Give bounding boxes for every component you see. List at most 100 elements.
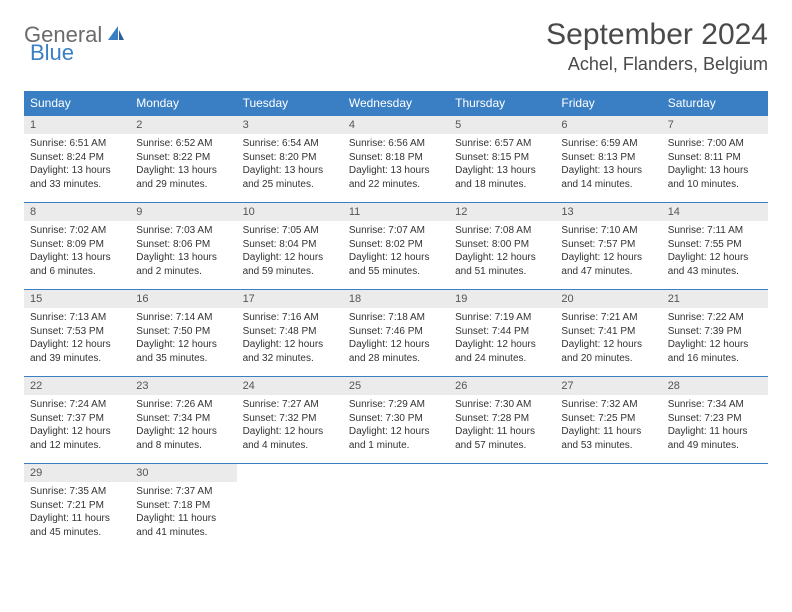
day-header-thursday: Thursday — [449, 91, 555, 115]
daylight-text: Daylight: 13 hours and 2 minutes. — [136, 251, 230, 278]
sunset-text: Sunset: 7:41 PM — [561, 325, 655, 339]
daylight-text: Daylight: 12 hours and 32 minutes. — [243, 338, 337, 365]
day-body: Sunrise: 7:16 AMSunset: 7:48 PMDaylight:… — [237, 308, 343, 371]
day-cell: 28Sunrise: 7:34 AMSunset: 7:23 PMDayligh… — [662, 377, 768, 463]
day-body: Sunrise: 7:05 AMSunset: 8:04 PMDaylight:… — [237, 221, 343, 284]
sunset-text: Sunset: 7:53 PM — [30, 325, 124, 339]
day-number: 10 — [237, 203, 343, 221]
day-cell: 17Sunrise: 7:16 AMSunset: 7:48 PMDayligh… — [237, 290, 343, 376]
day-number: 5 — [449, 116, 555, 134]
daylight-text: Daylight: 13 hours and 6 minutes. — [30, 251, 124, 278]
day-cell: 6Sunrise: 6:59 AMSunset: 8:13 PMDaylight… — [555, 116, 661, 202]
sunrise-text: Sunrise: 7:14 AM — [136, 311, 230, 325]
sunrise-text: Sunrise: 7:02 AM — [30, 224, 124, 238]
sunset-text: Sunset: 8:02 PM — [349, 238, 443, 252]
sunrise-text: Sunrise: 6:56 AM — [349, 137, 443, 151]
day-body: Sunrise: 6:59 AMSunset: 8:13 PMDaylight:… — [555, 134, 661, 197]
daylight-text: Daylight: 13 hours and 14 minutes. — [561, 164, 655, 191]
sunrise-text: Sunrise: 6:52 AM — [136, 137, 230, 151]
day-body: Sunrise: 7:34 AMSunset: 7:23 PMDaylight:… — [662, 395, 768, 458]
sunset-text: Sunset: 8:13 PM — [561, 151, 655, 165]
calendar: SundayMondayTuesdayWednesdayThursdayFrid… — [24, 91, 768, 550]
daylight-text: Daylight: 12 hours and 4 minutes. — [243, 425, 337, 452]
day-body: Sunrise: 7:11 AMSunset: 7:55 PMDaylight:… — [662, 221, 768, 284]
sunset-text: Sunset: 7:23 PM — [668, 412, 762, 426]
day-cell: 14Sunrise: 7:11 AMSunset: 7:55 PMDayligh… — [662, 203, 768, 289]
day-cell-empty — [343, 464, 449, 550]
day-cell: 8Sunrise: 7:02 AMSunset: 8:09 PMDaylight… — [24, 203, 130, 289]
sunrise-text: Sunrise: 7:32 AM — [561, 398, 655, 412]
day-number: 6 — [555, 116, 661, 134]
day-number: 13 — [555, 203, 661, 221]
day-number: 20 — [555, 290, 661, 308]
month-title: September 2024 — [546, 18, 768, 52]
day-number: 29 — [24, 464, 130, 482]
week-row: 29Sunrise: 7:35 AMSunset: 7:21 PMDayligh… — [24, 463, 768, 550]
day-cell: 11Sunrise: 7:07 AMSunset: 8:02 PMDayligh… — [343, 203, 449, 289]
sunrise-text: Sunrise: 6:57 AM — [455, 137, 549, 151]
day-body: Sunrise: 7:02 AMSunset: 8:09 PMDaylight:… — [24, 221, 130, 284]
day-number: 24 — [237, 377, 343, 395]
day-cell-empty — [555, 464, 661, 550]
day-body: Sunrise: 7:00 AMSunset: 8:11 PMDaylight:… — [662, 134, 768, 197]
sunset-text: Sunset: 8:15 PM — [455, 151, 549, 165]
day-cell: 12Sunrise: 7:08 AMSunset: 8:00 PMDayligh… — [449, 203, 555, 289]
daylight-text: Daylight: 12 hours and 12 minutes. — [30, 425, 124, 452]
sunset-text: Sunset: 7:39 PM — [668, 325, 762, 339]
day-number: 21 — [662, 290, 768, 308]
day-cell: 30Sunrise: 7:37 AMSunset: 7:18 PMDayligh… — [130, 464, 236, 550]
day-cell: 26Sunrise: 7:30 AMSunset: 7:28 PMDayligh… — [449, 377, 555, 463]
day-body: Sunrise: 6:56 AMSunset: 8:18 PMDaylight:… — [343, 134, 449, 197]
day-cell: 25Sunrise: 7:29 AMSunset: 7:30 PMDayligh… — [343, 377, 449, 463]
daylight-text: Daylight: 11 hours and 41 minutes. — [136, 512, 230, 539]
sunset-text: Sunset: 7:25 PM — [561, 412, 655, 426]
day-number: 4 — [343, 116, 449, 134]
day-header-sunday: Sunday — [24, 91, 130, 115]
day-cell: 13Sunrise: 7:10 AMSunset: 7:57 PMDayligh… — [555, 203, 661, 289]
sunrise-text: Sunrise: 7:05 AM — [243, 224, 337, 238]
day-cell-empty — [237, 464, 343, 550]
day-cell: 4Sunrise: 6:56 AMSunset: 8:18 PMDaylight… — [343, 116, 449, 202]
sunrise-text: Sunrise: 6:51 AM — [30, 137, 124, 151]
day-body: Sunrise: 6:54 AMSunset: 8:20 PMDaylight:… — [237, 134, 343, 197]
header: General September 2024 Achel, Flanders, … — [24, 18, 768, 75]
daylight-text: Daylight: 11 hours and 45 minutes. — [30, 512, 124, 539]
day-number: 14 — [662, 203, 768, 221]
sunset-text: Sunset: 8:24 PM — [30, 151, 124, 165]
titles: September 2024 Achel, Flanders, Belgium — [546, 18, 768, 75]
sunset-text: Sunset: 8:20 PM — [243, 151, 337, 165]
day-number: 26 — [449, 377, 555, 395]
sunset-text: Sunset: 7:48 PM — [243, 325, 337, 339]
day-number: 1 — [24, 116, 130, 134]
day-cell: 7Sunrise: 7:00 AMSunset: 8:11 PMDaylight… — [662, 116, 768, 202]
daylight-text: Daylight: 12 hours and 28 minutes. — [349, 338, 443, 365]
day-body: Sunrise: 7:03 AMSunset: 8:06 PMDaylight:… — [130, 221, 236, 284]
day-body: Sunrise: 7:21 AMSunset: 7:41 PMDaylight:… — [555, 308, 661, 371]
day-body: Sunrise: 7:29 AMSunset: 7:30 PMDaylight:… — [343, 395, 449, 458]
sunrise-text: Sunrise: 7:21 AM — [561, 311, 655, 325]
day-cell: 29Sunrise: 7:35 AMSunset: 7:21 PMDayligh… — [24, 464, 130, 550]
sunrise-text: Sunrise: 7:35 AM — [30, 485, 124, 499]
sunset-text: Sunset: 7:55 PM — [668, 238, 762, 252]
day-cell-empty — [662, 464, 768, 550]
sunrise-text: Sunrise: 7:19 AM — [455, 311, 549, 325]
sunrise-text: Sunrise: 7:00 AM — [668, 137, 762, 151]
day-number: 27 — [555, 377, 661, 395]
day-number: 18 — [343, 290, 449, 308]
daylight-text: Daylight: 12 hours and 16 minutes. — [668, 338, 762, 365]
sunset-text: Sunset: 7:46 PM — [349, 325, 443, 339]
day-number: 3 — [237, 116, 343, 134]
day-cell: 15Sunrise: 7:13 AMSunset: 7:53 PMDayligh… — [24, 290, 130, 376]
daylight-text: Daylight: 13 hours and 33 minutes. — [30, 164, 124, 191]
day-body: Sunrise: 7:24 AMSunset: 7:37 PMDaylight:… — [24, 395, 130, 458]
day-header-friday: Friday — [555, 91, 661, 115]
daylight-text: Daylight: 11 hours and 53 minutes. — [561, 425, 655, 452]
daylight-text: Daylight: 12 hours and 39 minutes. — [30, 338, 124, 365]
day-number: 11 — [343, 203, 449, 221]
day-header-monday: Monday — [130, 91, 236, 115]
sunrise-text: Sunrise: 7:24 AM — [30, 398, 124, 412]
sunset-text: Sunset: 7:28 PM — [455, 412, 549, 426]
day-cell: 5Sunrise: 6:57 AMSunset: 8:15 PMDaylight… — [449, 116, 555, 202]
day-number: 28 — [662, 377, 768, 395]
daylight-text: Daylight: 11 hours and 57 minutes. — [455, 425, 549, 452]
